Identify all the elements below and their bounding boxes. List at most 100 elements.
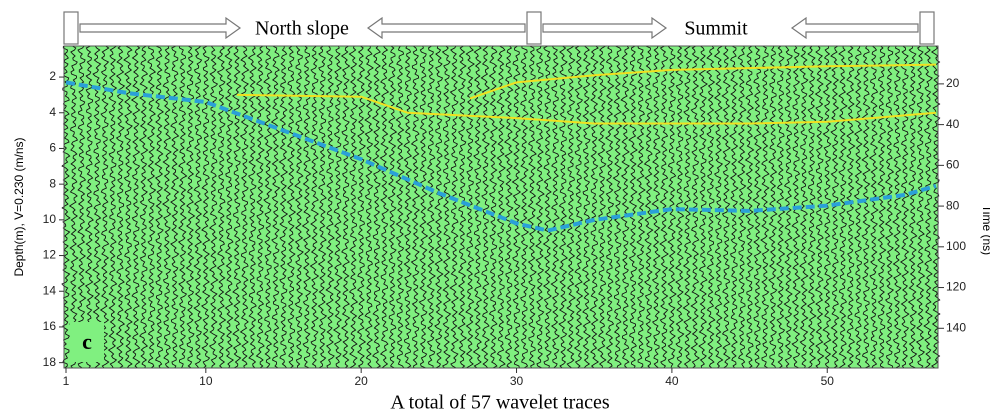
y-tick-label: 16: [43, 319, 57, 333]
wavelet-trace: [239, 45, 250, 369]
wavelet-trace: [99, 45, 110, 369]
wavelet-trace: [698, 45, 708, 369]
wavelet-trace: [519, 45, 530, 369]
wavelet-trace: [270, 45, 281, 369]
wavelet-trace: [309, 45, 320, 369]
wavelet-trace: [278, 46, 289, 369]
x-tick-label: 10: [199, 374, 213, 388]
marker-box: [526, 11, 542, 45]
wavelet-trace: [620, 45, 630, 369]
wavelet-trace: [418, 45, 429, 369]
y-tick-label: 10: [43, 212, 57, 226]
wavelet-trace: [845, 45, 856, 369]
plot: [61, 45, 941, 369]
panel-label: c: [82, 329, 92, 354]
wavelet-trace: [348, 45, 359, 369]
wavelet-trace: [107, 45, 118, 369]
plot-background: [64, 46, 938, 368]
wavelet-trace: [76, 45, 87, 369]
arrow-left: [790, 16, 919, 40]
wavelet-trace: [581, 45, 592, 369]
wavelet-trace: [263, 45, 273, 369]
wavelet-trace: [68, 45, 79, 369]
y-axis-label: Depth(m), V=0.230 (m/ns): [12, 137, 26, 276]
wavelet-trace: [752, 45, 762, 369]
wavelet-trace: [395, 45, 405, 369]
wavelet-trace: [838, 45, 848, 369]
wavelet-trace: [208, 45, 219, 369]
wavelet-trace: [744, 45, 755, 369]
wavelet-trace: [387, 45, 398, 369]
wavelet-trace: [930, 45, 941, 369]
wavelet-trace: [923, 45, 933, 369]
wavelet-trace: [496, 45, 506, 369]
annotation: Summit: [684, 18, 748, 40]
wavelet-trace: [535, 45, 545, 369]
y2-tick-label: 60: [946, 158, 960, 172]
wavelet-trace: [123, 45, 133, 369]
wavelet-trace: [138, 45, 149, 369]
y2-tick-label: 100: [946, 239, 966, 253]
wavelet-trace: [674, 45, 685, 369]
wavelet-trace: [154, 45, 165, 369]
wavelet-trace: [325, 45, 335, 369]
wavelet-trace: [402, 45, 413, 369]
x-tick-label: 30: [510, 374, 524, 388]
wavelet-trace: [550, 45, 560, 369]
wavelet-trace: [573, 45, 584, 369]
x-tick-label: 50: [821, 374, 835, 388]
y-tick-label: 6: [49, 141, 56, 155]
wavelet-trace: [659, 45, 669, 369]
y2-tick-label: 40: [946, 117, 960, 131]
wavelet-trace: [892, 45, 902, 369]
y2-tick-label: 20: [946, 76, 960, 90]
wavelet-trace: [224, 45, 235, 369]
wavelet-trace: [457, 45, 468, 369]
wavelet-trace: [426, 45, 436, 369]
wavelet-trace: [115, 45, 126, 369]
annotation: North slope: [255, 18, 349, 40]
wavelet-trace: [301, 45, 312, 369]
banner: [63, 11, 935, 45]
y-tick-label: 4: [49, 105, 56, 119]
horizon-line: [236, 93, 937, 125]
wavelet-trace: [713, 45, 724, 369]
wavelet-trace: [799, 45, 809, 369]
marker-box: [919, 11, 935, 45]
wavelet-trace: [643, 45, 654, 369]
wavelet-trace: [511, 45, 522, 369]
wavelet-trace: [92, 45, 102, 369]
wavelet-trace: [441, 45, 452, 369]
wavelet-trace: [488, 45, 499, 369]
x-tick-label: 20: [354, 374, 368, 388]
wavelet-trace: [480, 45, 491, 369]
wavelet-trace: [566, 45, 576, 369]
wavelet-trace: [861, 45, 871, 369]
wavelet-trace: [317, 45, 328, 369]
arrow-right: [79, 16, 242, 40]
wavelet-trace: [255, 45, 265, 369]
wavelet-trace: [84, 45, 94, 369]
wavelet-trace: [853, 45, 864, 369]
wavelet-trace: [651, 45, 661, 369]
wavelet-trace: [449, 45, 460, 369]
panel-label-box: [70, 322, 104, 362]
wavelet-trace: [636, 45, 646, 369]
wavelet-trace: [527, 45, 537, 369]
wavelet-trace: [558, 45, 569, 369]
marker-box: [63, 11, 79, 45]
wavelet-trace: [465, 45, 475, 369]
y-tick-label: 2: [49, 69, 56, 83]
wavelet-trace: [884, 45, 895, 369]
wavelet-trace: [706, 45, 716, 369]
y-tick-label: 8: [49, 176, 56, 190]
wavelet-trace: [830, 45, 840, 369]
wavelet-trace: [612, 45, 623, 369]
wavelet-trace: [760, 45, 770, 369]
wavelet-trace: [597, 45, 607, 369]
arrow-right: [542, 16, 668, 40]
horizon-line: [65, 80, 937, 233]
wavelet-trace: [247, 45, 258, 369]
wavelet-trace: [216, 45, 227, 369]
